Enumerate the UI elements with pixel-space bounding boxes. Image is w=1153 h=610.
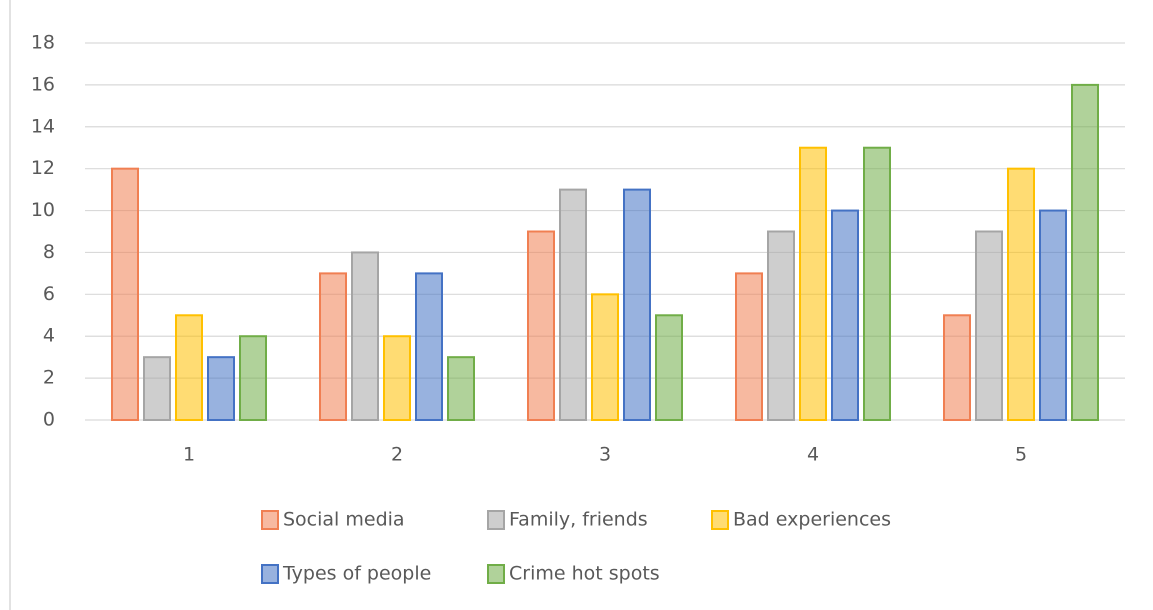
- bar: [1071, 83, 1099, 421]
- y-tick-label: 12: [31, 157, 55, 179]
- y-tick-label: 6: [43, 283, 55, 305]
- bar: [111, 167, 139, 421]
- x-tick-label: 3: [599, 444, 611, 466]
- x-tick-label: 2: [391, 444, 403, 466]
- bar: [863, 146, 891, 421]
- legend-label: Bad experiences: [733, 509, 891, 531]
- legend-swatch: [261, 564, 279, 584]
- y-tick-label: 8: [43, 241, 55, 263]
- bar: [735, 272, 763, 421]
- legend-label: Types of people: [282, 563, 431, 585]
- y-tick-label: 4: [43, 325, 55, 347]
- legend-swatch: [261, 510, 279, 530]
- bar: [351, 251, 379, 421]
- bar: [623, 188, 651, 421]
- bar: [1039, 209, 1067, 421]
- bar: [1007, 167, 1035, 421]
- legend-label: Family, friends: [509, 509, 648, 531]
- bar: [239, 335, 267, 422]
- bar: [447, 356, 475, 421]
- y-tick-label: 18: [31, 32, 55, 54]
- x-tick-label: 1: [183, 444, 195, 466]
- legend-label: Crime hot spots: [509, 563, 660, 585]
- legend-label: Social media: [283, 509, 405, 531]
- y-tick-label: 0: [43, 409, 55, 431]
- bar: [175, 314, 203, 421]
- y-tick-label: 2: [43, 367, 55, 389]
- legend-swatch: [487, 510, 505, 530]
- bar: [415, 272, 443, 421]
- bar: [319, 272, 347, 421]
- bar: [591, 293, 619, 422]
- bar: [975, 230, 1003, 421]
- bar: [799, 146, 827, 421]
- x-tick-label: 4: [807, 444, 819, 466]
- y-tick-label: 16: [31, 73, 55, 95]
- bar: [831, 209, 859, 421]
- bar: [383, 335, 411, 422]
- bar: [655, 314, 683, 421]
- bar: [559, 188, 587, 421]
- bar: [207, 356, 235, 421]
- bar: [943, 314, 971, 421]
- y-tick-label: 10: [31, 199, 55, 221]
- bar: [767, 230, 795, 421]
- bar: [527, 230, 555, 421]
- x-tick-label: 5: [1015, 444, 1027, 466]
- legend-swatch: [487, 564, 505, 584]
- legend-swatch: [711, 510, 729, 530]
- bar: [143, 356, 171, 421]
- y-tick-label: 14: [31, 115, 55, 137]
